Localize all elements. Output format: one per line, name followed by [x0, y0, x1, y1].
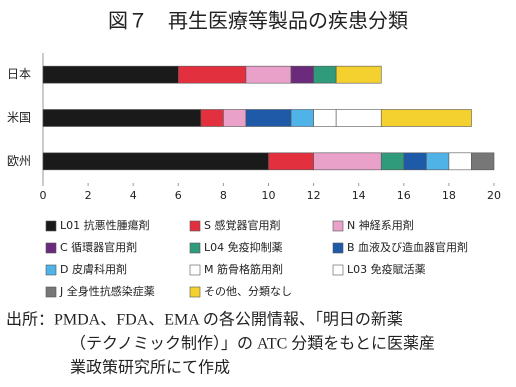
- x-tick-label: 0: [40, 189, 47, 202]
- x-tick-label: 20: [487, 189, 501, 202]
- bar-segment: [268, 152, 314, 171]
- bar-segment: [42, 65, 179, 84]
- legend-swatch: [332, 264, 344, 276]
- y-tick-label: 米国: [7, 111, 31, 125]
- legend-swatch: [45, 220, 57, 232]
- legend-label: L03 免疫賦活薬: [347, 262, 426, 276]
- source-line: 業政策研究所にて作成: [70, 359, 230, 377]
- source-line: 出所：PMDA、FDA、EMA の各公開情報、「明日の新薬: [6, 311, 403, 329]
- x-tick-label: 18: [442, 189, 456, 202]
- x-tick-label: 14: [352, 189, 366, 202]
- legend-label: その他、分類なし: [204, 285, 292, 298]
- bar-segment: [313, 65, 337, 84]
- legend-label: J 全身性抗感染症薬: [59, 284, 155, 298]
- x-tick-label: 16: [397, 189, 411, 202]
- bar-segment: [335, 65, 382, 84]
- x-tick-label: 6: [175, 189, 182, 202]
- bar-segment: [313, 152, 382, 171]
- legend-label: L01 抗悪性腫瘍剤: [60, 218, 150, 232]
- bar-segment: [380, 152, 405, 171]
- x-tick-label: 4: [130, 189, 137, 202]
- source-line: （テクノミック制作）」の ATC 分類をもとに医薬産: [70, 335, 435, 353]
- x-tick-label: 12: [307, 189, 321, 202]
- legend-swatch: [45, 242, 57, 254]
- legend-label: D 皮膚科用剤: [60, 262, 127, 276]
- y-tick-label: 日本: [7, 67, 31, 81]
- bar-segment: [290, 65, 314, 84]
- bar-segment: [471, 152, 495, 171]
- legend-swatch: [45, 264, 57, 276]
- bar-segment: [245, 65, 292, 84]
- legend-swatch: [332, 220, 344, 232]
- bar-segment: [42, 152, 269, 171]
- bar-segment: [313, 109, 337, 127]
- bar-segment: [223, 109, 247, 127]
- x-tick-label: 10: [262, 189, 276, 202]
- bar-segment: [42, 109, 202, 127]
- legend-label: L04 免疫抑制薬: [204, 240, 283, 254]
- bar-segment: [403, 152, 427, 171]
- bar-segment: [245, 109, 292, 127]
- bar-segment: [200, 109, 224, 127]
- legend-swatch: [45, 286, 57, 298]
- legend-label: B 血液及び造血器官用剤: [347, 240, 468, 254]
- bar-segment: [335, 109, 382, 127]
- bar-segment: [380, 109, 472, 127]
- legend-swatch: [189, 286, 201, 298]
- x-tick-label: 8: [220, 189, 227, 202]
- legend-swatch: [332, 242, 344, 254]
- legend-label: M 筋骨格筋用剤: [204, 262, 283, 276]
- legend-swatch: [189, 220, 201, 232]
- x-tick-label: 2: [85, 189, 92, 202]
- y-tick-label: 欧州: [7, 154, 31, 168]
- chart-title: 図７ 再生医療等製品の疾患分類: [108, 9, 408, 33]
- legend-label: S 感覚器官用剤: [204, 218, 280, 232]
- bar-segment: [448, 152, 472, 171]
- legend-swatch: [189, 242, 201, 254]
- bar-segment: [178, 65, 247, 84]
- legend-swatch: [189, 264, 201, 276]
- legend-label: N 神経系用剤: [347, 218, 414, 232]
- bar-segment: [426, 152, 450, 171]
- bar-segment: [290, 109, 314, 127]
- legend-label: C 循環器官用剤: [60, 240, 137, 254]
